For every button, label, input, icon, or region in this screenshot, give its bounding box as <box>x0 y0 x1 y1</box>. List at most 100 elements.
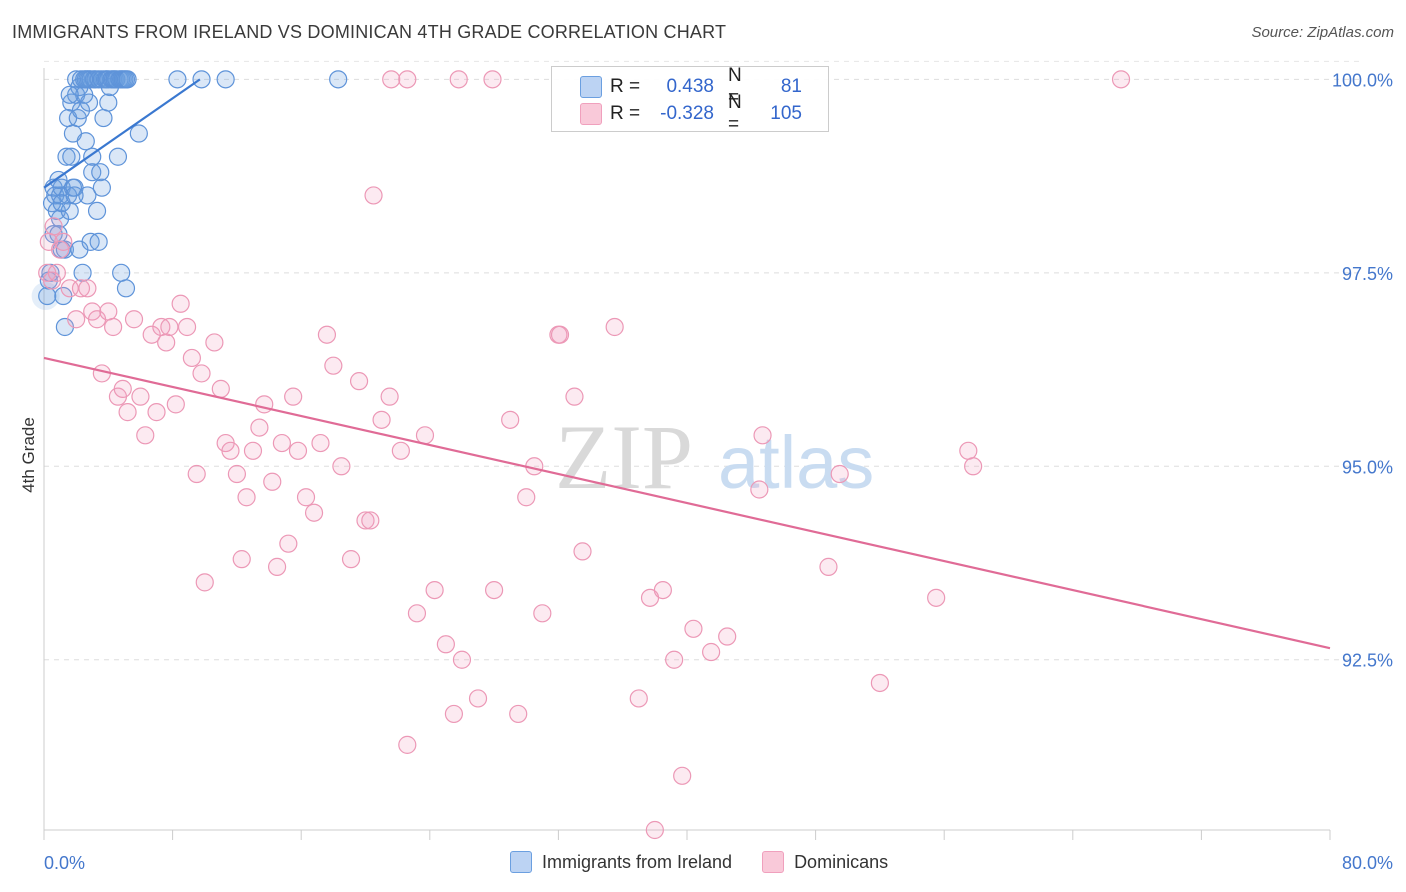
legend-label-ireland: Immigrants from Ireland <box>542 851 733 872</box>
dominican-point <box>166 395 185 414</box>
ireland-point <box>75 70 94 89</box>
ireland-point <box>65 186 84 205</box>
dominican-point <box>221 441 240 460</box>
dominican-point <box>237 488 256 507</box>
dominican-point <box>296 488 316 507</box>
trendlines <box>43 78 1331 650</box>
dominican-point <box>250 418 269 437</box>
ireland-point <box>89 232 108 251</box>
dominican-point <box>425 581 444 600</box>
source-label: Source: ZipAtlas.com <box>1251 24 1394 41</box>
axis-labels: 100.0% 97.5% 95.0% 92.5% 0.0% 80.0% 4th Grade <box>19 70 1393 873</box>
dominican-point <box>501 410 520 429</box>
dominican-point <box>211 379 230 398</box>
dominican-point <box>349 372 369 391</box>
dominican-point <box>113 379 132 398</box>
dominican-swatch <box>580 103 602 125</box>
dominican-point <box>819 557 838 576</box>
dominican-point <box>311 433 330 453</box>
y-tick-label: 95.0% <box>1342 457 1393 477</box>
dominican-point <box>341 550 361 569</box>
dominican-point <box>284 387 303 406</box>
dominican-point <box>288 441 308 460</box>
dominican-point <box>263 472 282 491</box>
r-label: R = <box>610 76 641 97</box>
ireland-point <box>62 147 81 166</box>
ireland-point <box>108 147 128 166</box>
ireland-point <box>60 85 79 104</box>
dominican-point <box>485 581 504 600</box>
ireland-point <box>76 132 95 151</box>
watermark: ZIP atlas <box>555 406 874 508</box>
dominican-point <box>398 735 417 754</box>
dominican-point <box>131 387 150 406</box>
dominican-point <box>629 689 648 708</box>
ireland-points <box>31 70 348 337</box>
dominican-point <box>177 317 197 337</box>
x-tick-label-min: 0.0% <box>44 853 85 873</box>
ireland-point <box>168 70 187 89</box>
ireland-point <box>73 263 92 282</box>
dominican-point <box>47 263 66 282</box>
dominican-point <box>444 704 464 724</box>
dominican-trendline <box>43 356 1331 650</box>
ireland-point <box>92 178 111 197</box>
dominican-point <box>136 426 155 445</box>
dominican-point <box>272 433 292 453</box>
dominican-point <box>483 70 502 89</box>
ireland-point <box>99 93 118 112</box>
axes <box>43 68 1331 840</box>
legend-item-dominicans[interactable]: Dominicans <box>762 851 888 873</box>
dominican-point <box>565 387 584 406</box>
dominican-point <box>142 325 161 344</box>
dominican-point <box>468 689 488 708</box>
dominican-point <box>415 426 435 445</box>
dominican-point <box>550 325 570 344</box>
dominican-point <box>452 650 472 669</box>
dominican-point <box>182 348 201 368</box>
dominican-point <box>356 511 375 530</box>
ireland-point <box>57 147 76 166</box>
legend-item-ireland[interactable]: Immigrants from Ireland <box>510 851 732 873</box>
dominican-point <box>78 279 97 298</box>
dominican-point <box>673 766 692 785</box>
ireland-point <box>112 263 131 282</box>
dominican-point <box>232 550 251 569</box>
dominican-point <box>702 642 721 662</box>
dominican-point <box>187 464 206 484</box>
dominican-point <box>927 588 946 607</box>
dominican-point <box>124 310 144 329</box>
dominican-point <box>436 635 455 654</box>
dominican-point <box>830 464 849 484</box>
dominican-point <box>54 232 73 251</box>
dominican-point <box>205 333 224 352</box>
dominican-point <box>750 480 769 499</box>
ireland-point <box>216 70 235 89</box>
dominican-point <box>449 70 468 89</box>
watermark-zip: ZIP <box>555 406 693 508</box>
ireland-point <box>55 240 74 259</box>
dominican-point <box>361 511 380 530</box>
dominican-point <box>267 557 287 576</box>
chart-title: IMMIGRANTS FROM IRELAND VS DOMINICAN 4TH… <box>12 22 727 42</box>
ireland-point <box>94 108 113 128</box>
dominican-point <box>380 387 399 406</box>
y-axis-title: 4th Grade <box>19 417 38 493</box>
dominican-point <box>665 650 684 669</box>
n-value: 105 <box>770 103 802 124</box>
dominican-point <box>1111 70 1131 89</box>
dominican-legend-swatch <box>762 851 785 873</box>
ireland-point <box>78 186 97 205</box>
dominican-point <box>653 581 672 600</box>
ireland-point <box>192 70 211 89</box>
dominican-point <box>44 217 63 236</box>
ireland-point <box>129 124 148 143</box>
dominican-point <box>195 573 214 592</box>
dominican-point <box>372 410 391 429</box>
dominican-point <box>255 395 274 414</box>
dominican-point <box>605 317 624 337</box>
r-value: -0.328 <box>660 103 714 124</box>
ireland-legend-swatch <box>510 851 532 873</box>
dominican-point <box>509 704 528 724</box>
dominican-point <box>964 457 983 476</box>
